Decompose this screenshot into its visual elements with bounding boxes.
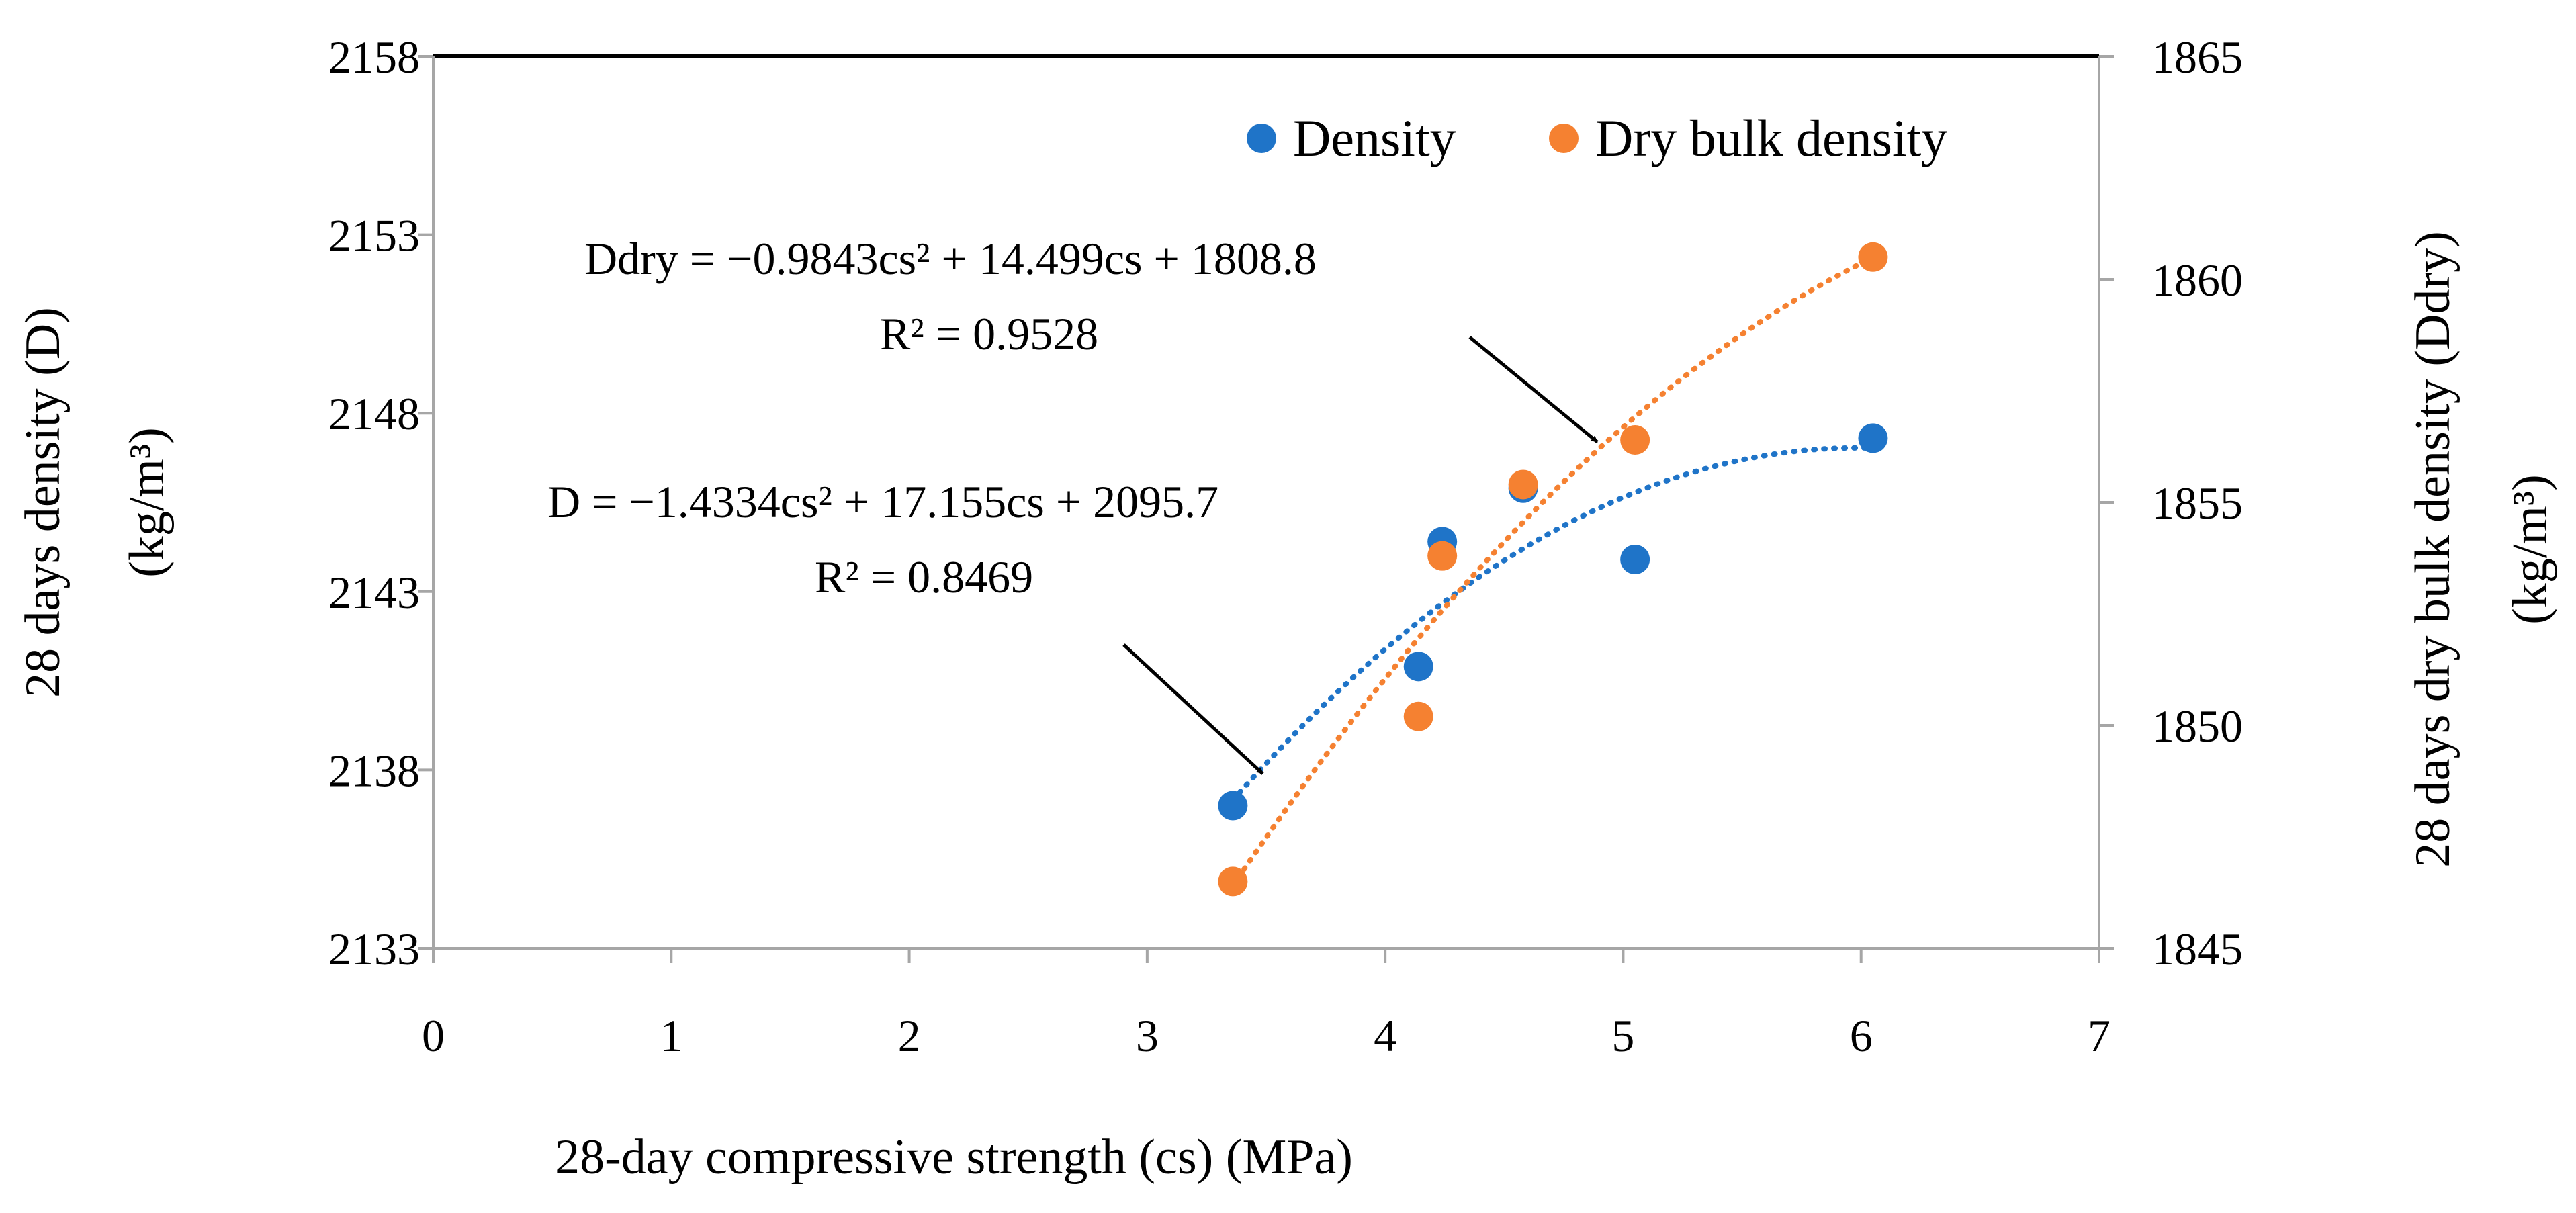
- x-tick-label-1: 1: [660, 1010, 682, 1061]
- point-s1-1: [1403, 701, 1433, 731]
- y-axis-title-group: 28 days density (D) (kg/m³): [15, 307, 175, 698]
- legend-label-dry-bulk-density: Dry bulk density: [1595, 109, 1947, 167]
- y2-tick-label-1: 1850: [2151, 701, 2243, 752]
- y2-axis-ticks: 1845 1850 1855 1860 1865: [2099, 32, 2243, 975]
- y-tick-label-4: 2153: [328, 210, 420, 261]
- y2-axis-title: 28 days dry bulk density (Ddry): [2405, 231, 2460, 867]
- y2-axis-title-group: 28 days dry bulk density (Ddry) (kg/m³): [2405, 231, 2558, 867]
- point-s1-0: [1218, 866, 1248, 897]
- point-s0-1: [1403, 652, 1433, 682]
- x-tick-label-5: 5: [1611, 1010, 1634, 1061]
- x-tick-label-6: 6: [1850, 1010, 1873, 1061]
- legend-label-density: Density: [1293, 109, 1456, 167]
- trendline-0: [1230, 445, 1876, 803]
- y2-tick-label-4: 1865: [2151, 32, 2243, 83]
- x-tick-label-3: 3: [1136, 1010, 1159, 1061]
- y2-tick-label-2: 1855: [2151, 478, 2243, 529]
- y2-tick-label-3: 1860: [2151, 255, 2243, 306]
- trendlines: [1230, 255, 1876, 889]
- point-s0-5: [1858, 423, 1888, 453]
- dry-density-equation: Ddry = −0.9843cs² + 14.499cs + 1808.8: [584, 233, 1317, 284]
- x-axis-ticks: 0 1 2 3 4 5 6 7: [422, 948, 2111, 1061]
- trendline-1: [1230, 255, 1876, 889]
- point-s0-0: [1218, 791, 1248, 821]
- point-s0-4: [1620, 544, 1650, 574]
- y-tick-label-0: 2133: [328, 924, 420, 975]
- y-tick-label-2: 2143: [328, 567, 420, 618]
- density-arrow: [1122, 643, 1264, 775]
- density-equation: D = −1.4334cs² + 17.155cs + 2095.7: [547, 476, 1218, 527]
- y-tick-label-3: 2148: [328, 388, 420, 439]
- dry-density-arrow: [1468, 336, 1599, 443]
- dry-density-r2: R² = 0.9528: [880, 308, 1098, 359]
- legend: Density Dry bulk density: [1247, 109, 1947, 167]
- y-axis-title: 28 days density (D): [15, 307, 71, 698]
- y2-axis-unit: (kg/m³): [2503, 474, 2558, 625]
- legend-marker-density: [1247, 124, 1276, 153]
- y-tick-label-5: 2158: [328, 32, 420, 83]
- data-points: [1218, 242, 1888, 897]
- y2-tick-label-0: 1845: [2151, 924, 2243, 975]
- x-tick-label-4: 4: [1374, 1010, 1396, 1061]
- point-s1-3: [1508, 469, 1538, 500]
- point-s1-5: [1858, 242, 1888, 272]
- y-axis-ticks: 2133 2138 2143 2148 2153 2158: [328, 32, 433, 975]
- x-tick-label-7: 7: [2088, 1010, 2111, 1061]
- y-axis-unit: (kg/m³): [120, 427, 175, 578]
- point-s1-2: [1427, 541, 1458, 571]
- point-s1-4: [1620, 425, 1650, 455]
- x-tick-label-2: 2: [898, 1010, 921, 1061]
- legend-marker-dry-bulk-density: [1549, 124, 1579, 153]
- x-axis-title: 28-day compressive strength (cs) (MPa): [555, 1130, 1353, 1185]
- density-r2: R² = 0.8469: [815, 551, 1033, 602]
- x-tick-label-0: 0: [422, 1010, 445, 1061]
- y-tick-label-1: 2138: [328, 745, 420, 796]
